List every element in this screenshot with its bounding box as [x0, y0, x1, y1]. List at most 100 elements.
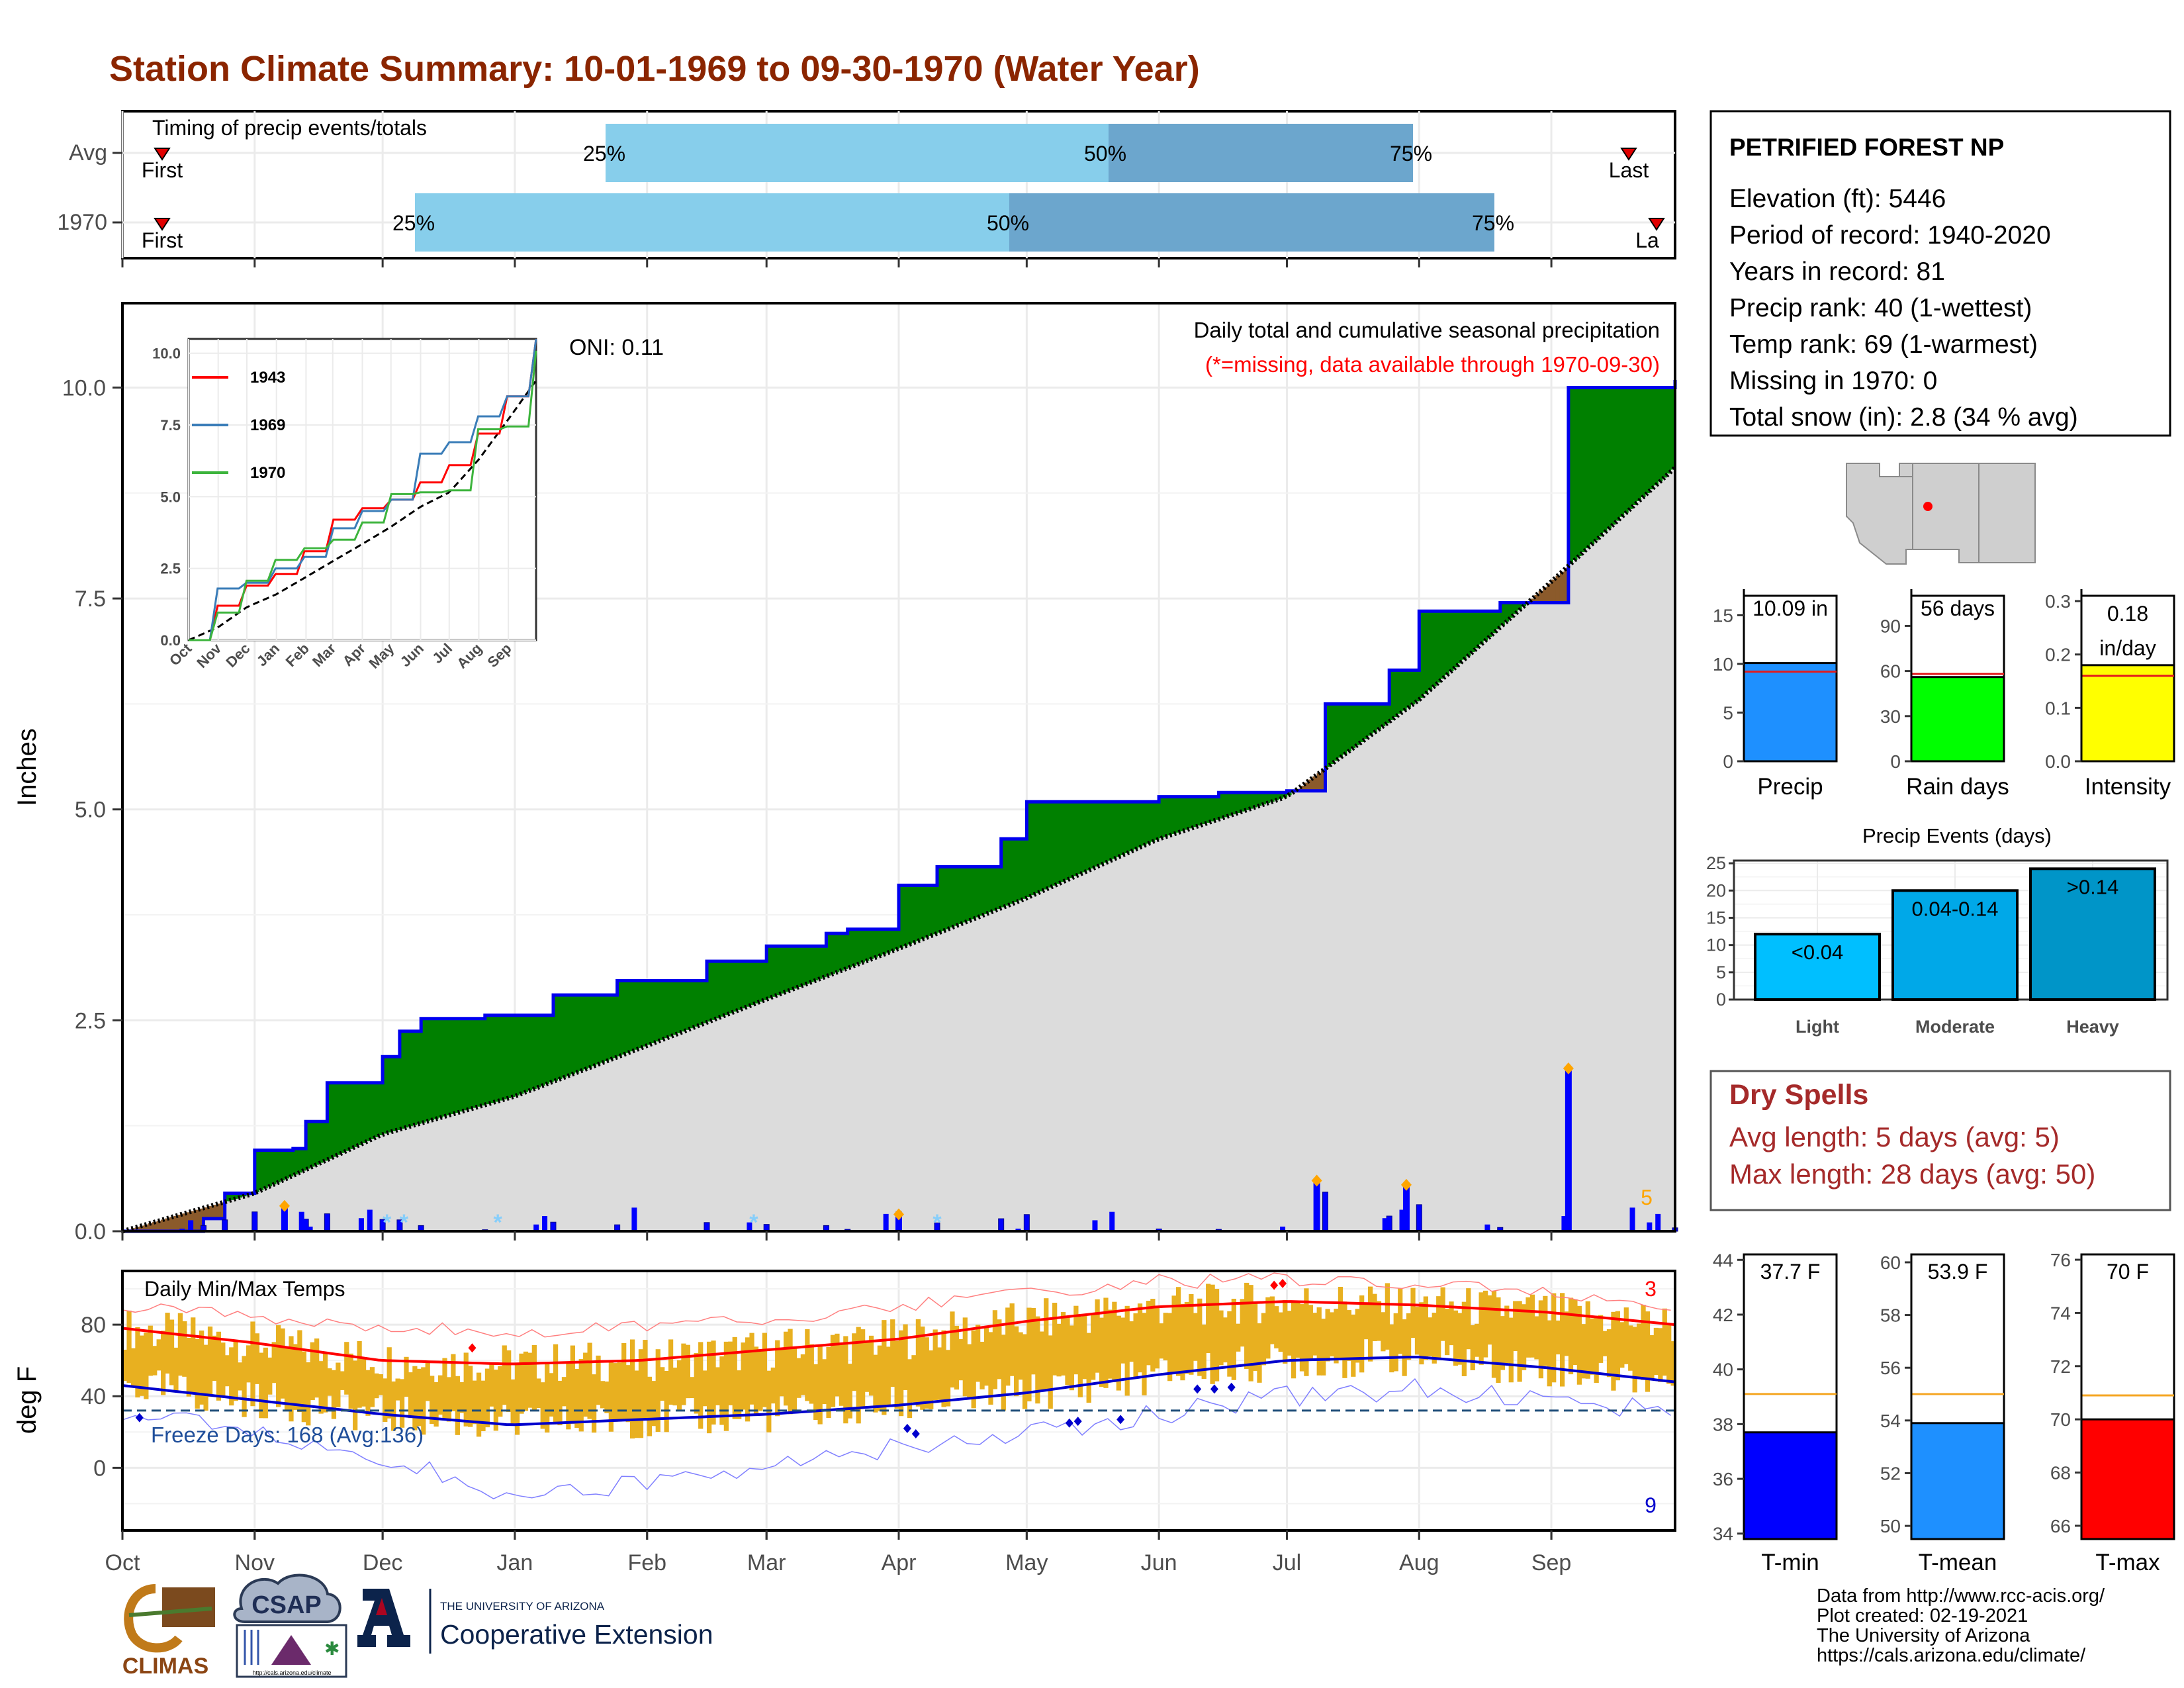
- timing-row-label-avg: Avg: [69, 140, 107, 165]
- avg-bar-25-50: [606, 124, 1109, 182]
- month-axis: Oct Nov Dec Jan Feb Mar Apr May Jun Jul Aug Sep: [105, 1530, 1571, 1575]
- record-min-line: [122, 1378, 1672, 1500]
- mini-bar-label: Intensity: [2085, 774, 2171, 800]
- daily-precip-bar: [298, 1211, 304, 1231]
- mini-bar-tick-label: 15: [1713, 605, 1733, 626]
- month-tick-label: Apr: [882, 1550, 917, 1575]
- legend-1969: 1969: [250, 416, 285, 434]
- max-event-marker-icon: [893, 1208, 904, 1221]
- month-tick-label: Jun: [1141, 1550, 1177, 1575]
- max-event-marker-icon: [1563, 1062, 1574, 1075]
- daily-precip-bar: [1280, 1226, 1286, 1231]
- month-tick-label: Jul: [1273, 1550, 1301, 1575]
- temp-panel: 0 40 80 deg F Daily Min/Max Temps Freeze D…: [13, 1270, 1676, 1540]
- mini-bar-tick-label: 5: [1723, 702, 1733, 723]
- month-tick-label: Feb: [627, 1550, 666, 1575]
- daily-precip-bar: [1382, 1218, 1388, 1231]
- max-event-bar: [281, 1205, 288, 1231]
- snow-icon: *: [383, 1210, 392, 1235]
- events-tick-label: 10: [1706, 935, 1726, 955]
- daily-precip-bar: [1322, 1192, 1329, 1232]
- mini-bar-rain-days: 0 30 60 90 56 days Rain days: [1880, 589, 2009, 800]
- mini-bar-label: Rain days: [1906, 774, 2009, 800]
- ua-line1: THE UNIVERSITY OF ARIZONA: [440, 1600, 605, 1613]
- mini-bar-tick-label: 0.0: [2045, 751, 2071, 772]
- station-line: Years in record: 81: [1729, 258, 1945, 286]
- temp-y-tick-label: 40: [81, 1384, 106, 1409]
- daily-precip-bar: [542, 1216, 548, 1231]
- max-event-bar: [895, 1214, 902, 1231]
- mini-bar-tick-label: 90: [1880, 616, 1901, 636]
- daily-precip-bar: [1399, 1209, 1405, 1231]
- mini-bar-precip: 0 5 10 15 10.09 in Precip: [1713, 589, 1838, 800]
- inset-series-1970: [189, 350, 537, 641]
- mini-bar-tick-label: 10: [1713, 654, 1733, 675]
- max-event-marker-icon: [279, 1199, 290, 1212]
- temp-bar-value: [1910, 1422, 2005, 1540]
- daily-precip-bar: [1561, 1216, 1567, 1231]
- climas-logo-text: CLIMAS: [122, 1654, 208, 1679]
- events-tick-label: 0: [1716, 990, 1726, 1009]
- mini-bar-value-label: in/day: [2099, 636, 2156, 660]
- events-bar-label: Heavy: [2066, 1017, 2119, 1037]
- oni-label: ONI: 0.11: [569, 335, 664, 360]
- inset-y-tick-label: 7.5: [160, 417, 181, 434]
- precip-y-tick-label: 5.0: [75, 798, 106, 823]
- ua-logo: THE UNIVERSITY OF ARIZONA Cooperative Ex…: [357, 1589, 713, 1654]
- daily-precip-bar: [631, 1207, 637, 1231]
- credit-line: Data from http://www.rcc-acis.org/: [1817, 1585, 2105, 1607]
- credits: Data from http://www.rcc-acis.org/ Plot …: [1817, 1585, 2105, 1666]
- station-line: Total snow (in): 2.8 (34 % avg): [1729, 403, 2078, 432]
- dry-spells-max: Max length: 28 days (avg: 50): [1729, 1158, 2095, 1190]
- ua-line2: Cooperative Extension: [440, 1619, 713, 1650]
- max-event-marker-icon: [1311, 1174, 1322, 1187]
- credit-line: The University of Arizona: [1817, 1625, 2030, 1646]
- record-low-marker-icon: [1210, 1384, 1218, 1394]
- month-tick-label: Jan: [497, 1550, 533, 1575]
- station-line: Elevation (ft): 5446: [1729, 185, 1946, 213]
- average-max-line: [122, 1300, 1676, 1366]
- snow-icon: *: [749, 1210, 758, 1235]
- temp-bar-value: [1743, 1431, 1838, 1540]
- daily-precip-bar: [307, 1226, 313, 1231]
- station-info-box: PETRIFIED FOREST NP Elevation (ft): 5446…: [1709, 110, 2171, 437]
- record-high-marker-icon: [468, 1343, 477, 1353]
- y1970-p75-label: 75%: [1472, 211, 1514, 235]
- average-min-line: [122, 1355, 1676, 1427]
- daily-precip-bar: [324, 1213, 330, 1232]
- temp-bar-tick-label: 70: [2050, 1409, 2071, 1430]
- climas-logo: CLIMAS: [122, 1584, 215, 1679]
- mini-bar-tick-label: 30: [1880, 706, 1901, 727]
- temp-panel-title: Daily Min/Max Temps: [144, 1277, 345, 1301]
- y1970-p25-label: 25%: [392, 211, 435, 235]
- month-tick-label: Nov: [235, 1550, 275, 1575]
- mini-bar-tick-label: 0: [1723, 751, 1733, 772]
- inset-y-tick-label: 10.0: [152, 346, 181, 362]
- temp-bar-tick-label: 34: [1713, 1524, 1733, 1544]
- events-bar-range-label: <0.04: [1792, 941, 1843, 964]
- mini-bar-value: [1743, 662, 1838, 763]
- timing-row-label-1970: 1970: [57, 210, 107, 235]
- locator-map: [1845, 461, 2036, 566]
- daily-precip-bar: [883, 1213, 889, 1231]
- temp-bar-tick-label: 68: [2050, 1463, 2071, 1483]
- temp-bar-tick-label: 76: [2050, 1250, 2071, 1270]
- mini-bar-value-label: 10.09 in: [1752, 596, 1828, 620]
- temp-bar-tick-label: 36: [1713, 1469, 1733, 1489]
- temp-bar-tick-label: 74: [2050, 1303, 2071, 1323]
- temp-bar-tick-label: 54: [1880, 1411, 1901, 1431]
- month-tick-label: May: [1005, 1550, 1048, 1575]
- freeze-days-label: Freeze Days: 168 (Avg:136): [151, 1423, 424, 1447]
- temp-y-tick-label: 0: [93, 1456, 106, 1481]
- daily-precip-bar: [358, 1218, 364, 1231]
- precip-y-tick-label: 0.0: [75, 1219, 106, 1244]
- station-line: Missing in 1970: 0: [1729, 367, 1937, 395]
- last-marker-icon: [1648, 218, 1665, 231]
- temp-bar-t-min: 34 36 38 40 42 44 37.7 F T-min: [1713, 1250, 1838, 1575]
- station-location-icon: [1923, 502, 1933, 511]
- mini-bar-intensity: 0.0 0.1 0.2 0.3 0.18 in/day Intensity: [2045, 589, 2175, 800]
- events-bar-light: [1754, 933, 1881, 1002]
- avg-p50-label: 50%: [1084, 142, 1126, 165]
